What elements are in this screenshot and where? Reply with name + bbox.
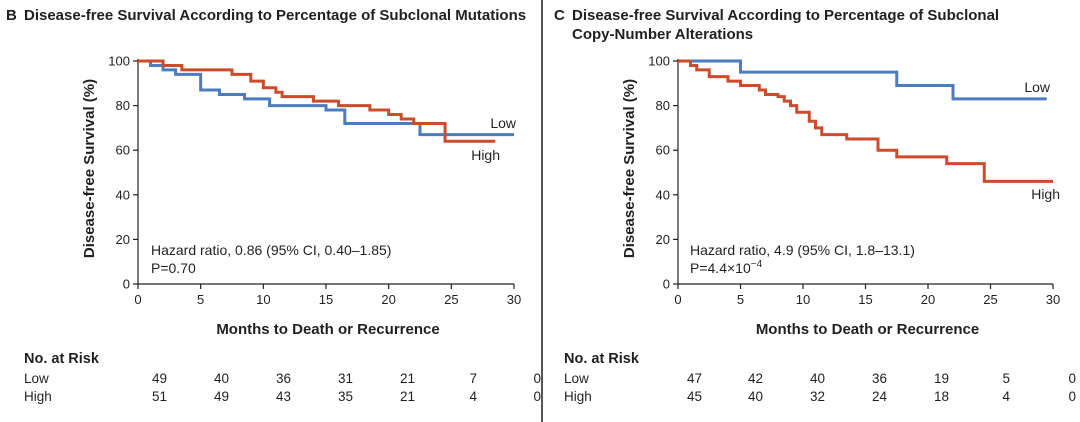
risk-count: 21 [399,389,415,404]
survival-plot: 0 20 40 60 80 100 0 5 10 15 20 25 30 Months to Death … [621,54,1060,339]
hazard-ratio-text: Hazard ratio, 0.86 (95% CI, 0.40–1.85) [151,242,391,258]
risk-table-header: No. at Risk [24,351,99,367]
risk-count: 0 [533,371,541,386]
x-tick-label: 20 [381,292,395,307]
y-tick-label: 40 [116,187,130,202]
risk-count: 32 [809,389,825,404]
risk-count: 51 [151,389,167,404]
y-tick-label: 0 [663,277,670,292]
y-tick-label: 60 [116,143,130,158]
risk-row-label: High [564,389,592,404]
risk-count: 19 [933,371,949,386]
series-line-high [678,59,1053,183]
x-axis-title: Months to Death or Recurrence [216,321,439,338]
risk-count: 40 [213,371,229,386]
series-line-low [138,59,514,137]
risk-table: No. at Risk Low 49 40 36 31 21 7 0 High 51 49 43 35 2… [24,350,541,410]
x-tick-label: 25 [983,292,997,307]
risk-table-header: No. at Risk [564,351,639,367]
risk-count: 36 [275,371,291,386]
p-value-text: P=4.4×10−4 [690,259,763,276]
risk-count: 40 [747,389,763,404]
y-tick-label: 40 [656,187,670,202]
panel-b: B Disease-free Survival According to Perc… [6,6,541,410]
risk-count: 4 [469,389,477,404]
risk-count: 47 [686,371,702,386]
survival-plot: 0 20 40 60 80 100 0 5 10 15 20 25 30 Months to Death … [81,54,521,339]
hazard-ratio-text: Hazard ratio, 4.9 (95% CI, 1.8–13.1) [690,242,915,258]
x-tick-label: 30 [507,292,521,307]
risk-count: 7 [469,371,477,386]
risk-row-low: Low 49 40 36 31 21 7 0 [24,370,541,388]
x-tick-label: 0 [134,292,141,307]
p-value-text: P=0.70 [151,260,196,276]
chart-title-text: Disease-free Survival According to Perce… [24,7,527,24]
x-axis-title: Months to Death or Recurrence [756,321,979,338]
risk-row-label: High [24,389,52,404]
risk-count: 42 [747,371,763,386]
panel-c: C Disease-free Survival According to Perc… [545,0,1080,422]
risk-row-high: High 45 40 32 24 18 4 0 [564,388,1076,406]
series-line-low [678,59,1047,101]
y-tick-label: 80 [656,98,670,113]
series-label-low: Low [1024,79,1051,95]
risk-count: 0 [1068,389,1076,404]
risk-count: 4 [1002,389,1010,404]
risk-count: 40 [809,371,825,386]
y-tick-label: 80 [116,98,130,113]
x-tick-label: 5 [737,292,744,307]
y-tick-label: 100 [648,54,670,69]
y-tick-label: 20 [116,232,130,247]
x-tick-label: 10 [256,292,270,307]
series-line-high [138,59,496,143]
y-tick-label: 100 [108,54,130,69]
y-axis-title: Disease-free Survival (%) [621,79,638,258]
series-label-high: High [471,147,500,163]
y-tick-label: 20 [656,232,670,247]
chart-title: B Disease-free Survival According to Perc… [6,6,526,25]
x-tick-label: 10 [796,292,810,307]
x-tick-label: 0 [674,292,681,307]
y-tick-label: 60 [656,143,670,158]
risk-count: 36 [871,371,887,386]
chart-title-line1: Disease-free Survival According to Perce… [572,7,1000,24]
x-tick-label: 15 [858,292,872,307]
chart-title-line2: Copy-Number Alterations [572,26,754,43]
panel-divider [541,0,543,422]
risk-count: 21 [399,371,415,386]
x-tick-label: 20 [921,292,935,307]
risk-count: 18 [933,389,949,404]
risk-table: No. at Risk Low 47 42 40 36 19 5 0 High 45 40 32 24 1… [564,350,1076,410]
risk-row-label: Low [564,371,589,386]
series-label-low: Low [490,115,517,131]
panel-letter: C [554,7,565,24]
risk-count: 0 [1068,371,1076,386]
y-tick-label: 0 [123,277,130,292]
x-tick-label: 30 [1046,292,1060,307]
x-tick-label: 5 [197,292,204,307]
risk-row-high: High 51 49 43 35 21 4 0 [24,388,541,406]
chart-title: C Disease-free Survival According to Perc… [554,6,1074,44]
p-value-exponent: −4 [751,259,763,270]
risk-count: 5 [1002,371,1010,386]
risk-count: 31 [337,371,353,386]
y-axis-title: Disease-free Survival (%) [81,79,98,258]
series-label-high: High [1031,186,1060,202]
risk-count: 43 [275,389,291,404]
risk-count: 49 [151,371,167,386]
x-tick-label: 25 [444,292,458,307]
panel-letter: B [6,7,17,24]
risk-count: 35 [337,389,353,404]
x-tick-label: 15 [319,292,333,307]
risk-row-low: Low 47 42 40 36 19 5 0 [564,370,1076,388]
risk-count: 24 [871,389,887,404]
risk-count: 49 [213,389,229,404]
risk-count: 45 [686,389,702,404]
risk-count: 0 [533,389,541,404]
risk-row-label: Low [24,371,49,386]
